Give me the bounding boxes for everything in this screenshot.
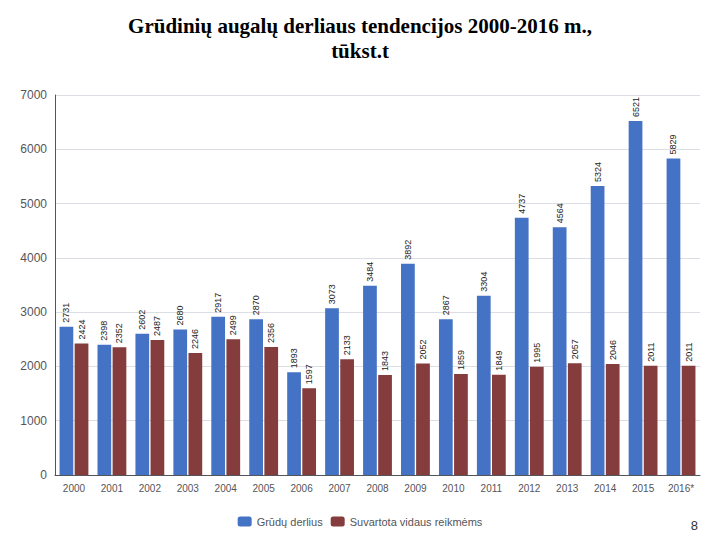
svg-text:3304: 3304 xyxy=(479,272,489,292)
svg-text:2000: 2000 xyxy=(20,359,47,373)
svg-text:5324: 5324 xyxy=(593,162,603,182)
svg-text:2867: 2867 xyxy=(441,295,451,315)
svg-text:5000: 5000 xyxy=(20,197,47,211)
svg-text:2356: 2356 xyxy=(266,323,276,343)
svg-text:2917: 2917 xyxy=(213,293,223,313)
svg-text:3000: 3000 xyxy=(20,305,47,319)
svg-text:1000: 1000 xyxy=(20,414,47,428)
svg-text:1597: 1597 xyxy=(304,364,314,384)
svg-text:0: 0 xyxy=(40,468,47,482)
svg-text:2003: 2003 xyxy=(177,483,200,494)
svg-text:2002: 2002 xyxy=(139,483,162,494)
svg-text:2011: 2011 xyxy=(684,342,694,361)
svg-text:1893: 1893 xyxy=(289,348,299,368)
svg-text:2011: 2011 xyxy=(646,342,656,361)
svg-text:2731: 2731 xyxy=(61,303,71,323)
svg-text:2133: 2133 xyxy=(342,335,352,355)
svg-text:4564: 4564 xyxy=(555,203,565,223)
svg-text:Grūdų derlius: Grūdų derlius xyxy=(257,516,324,528)
svg-text:2001: 2001 xyxy=(101,483,124,494)
svg-text:2011: 2011 xyxy=(481,483,503,494)
svg-text:2009: 2009 xyxy=(404,483,427,494)
svg-text:3073: 3073 xyxy=(327,284,337,304)
svg-text:2398: 2398 xyxy=(99,321,109,341)
svg-text:1843: 1843 xyxy=(380,351,390,371)
svg-text:2000: 2000 xyxy=(63,483,86,494)
svg-text:2007: 2007 xyxy=(328,483,351,494)
svg-text:4737: 4737 xyxy=(517,194,527,214)
svg-text:2870: 2870 xyxy=(251,295,261,315)
svg-text:2487: 2487 xyxy=(152,316,162,336)
svg-text:2013: 2013 xyxy=(556,483,579,494)
svg-text:8: 8 xyxy=(691,518,698,533)
svg-text:2424: 2424 xyxy=(77,319,87,339)
svg-text:2499: 2499 xyxy=(228,315,238,335)
svg-text:Grūdinių augalų derliaus tende: Grūdinių augalų derliaus tendencijos 200… xyxy=(128,14,592,38)
svg-text:2046: 2046 xyxy=(608,340,618,360)
svg-text:6521: 6521 xyxy=(631,97,641,117)
svg-text:6000: 6000 xyxy=(20,142,47,156)
svg-text:2014: 2014 xyxy=(594,483,617,494)
svg-text:2602: 2602 xyxy=(137,310,147,330)
svg-text:2057: 2057 xyxy=(570,339,580,359)
svg-text:7000: 7000 xyxy=(20,88,47,102)
svg-text:2015: 2015 xyxy=(632,483,655,494)
svg-text:2680: 2680 xyxy=(175,305,185,325)
svg-text:2005: 2005 xyxy=(253,483,276,494)
svg-text:2004: 2004 xyxy=(215,483,238,494)
svg-text:1859: 1859 xyxy=(456,350,466,370)
svg-text:1849: 1849 xyxy=(494,351,504,371)
svg-text:Suvartota vidaus reikmėms: Suvartota vidaus reikmėms xyxy=(350,516,483,528)
svg-text:2008: 2008 xyxy=(366,483,389,494)
svg-text:2246: 2246 xyxy=(190,329,200,349)
svg-text:1995: 1995 xyxy=(532,343,542,363)
svg-text:2012: 2012 xyxy=(518,483,541,494)
svg-text:3892: 3892 xyxy=(403,240,413,260)
svg-text:2016*: 2016* xyxy=(668,483,694,494)
svg-text:2052: 2052 xyxy=(418,340,428,360)
svg-text:2006: 2006 xyxy=(290,483,313,494)
svg-text:2352: 2352 xyxy=(114,323,124,343)
svg-text:tūkst.t: tūkst.t xyxy=(331,39,389,63)
svg-text:2010: 2010 xyxy=(442,483,465,494)
svg-text:4000: 4000 xyxy=(20,251,47,265)
svg-text:3484: 3484 xyxy=(365,262,375,282)
svg-text:5829: 5829 xyxy=(668,135,678,155)
